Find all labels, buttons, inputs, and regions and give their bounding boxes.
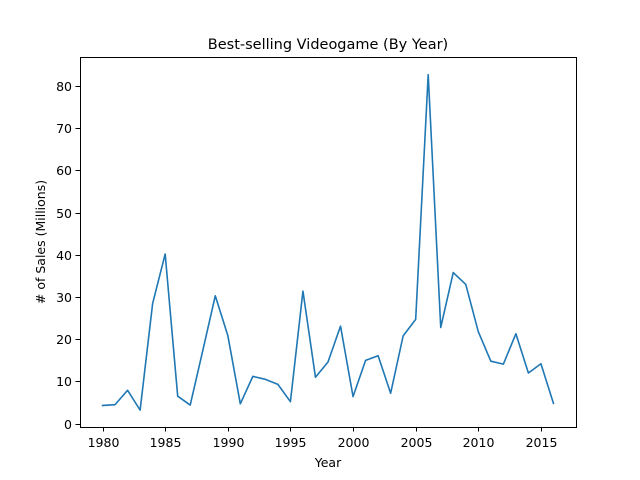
y-tick-label: 20: [56, 332, 72, 347]
x-axis-label: Year: [314, 455, 342, 470]
x-axis: 1980 1985 1990 1995 2000 2005 2010 2015: [88, 427, 558, 450]
x-tick-label: 2010: [463, 435, 495, 450]
y-tick-label: 10: [56, 374, 72, 389]
x-tick-label: 1990: [213, 435, 245, 450]
y-tick-label: 40: [56, 248, 72, 263]
plot-frame: [80, 57, 577, 428]
x-tick-label: 2015: [526, 435, 558, 450]
plot-area: [80, 57, 577, 428]
series-layer: [101, 73, 555, 411]
chart-title: Best-selling Videogame (By Year): [208, 37, 448, 53]
y-axis-label: # of Sales (Millions): [33, 180, 48, 304]
x-tick-label: 2005: [401, 435, 433, 450]
y-tick-label: 0: [64, 417, 72, 432]
y-tick-label: 70: [56, 121, 72, 136]
y-tick-label: 80: [56, 79, 72, 94]
series-line-0: [101, 73, 555, 411]
x-tick-label: 1995: [275, 435, 307, 450]
y-tick-label: 50: [56, 206, 72, 221]
x-tick-label: 1985: [150, 435, 182, 450]
y-tick-label: 60: [56, 163, 72, 178]
x-tick-label: 1980: [88, 435, 120, 450]
x-tick-label: 2000: [338, 435, 370, 450]
y-axis: 0 10 20 30 40 50 60 70 80: [56, 79, 80, 432]
y-tick-label: 30: [56, 290, 72, 305]
